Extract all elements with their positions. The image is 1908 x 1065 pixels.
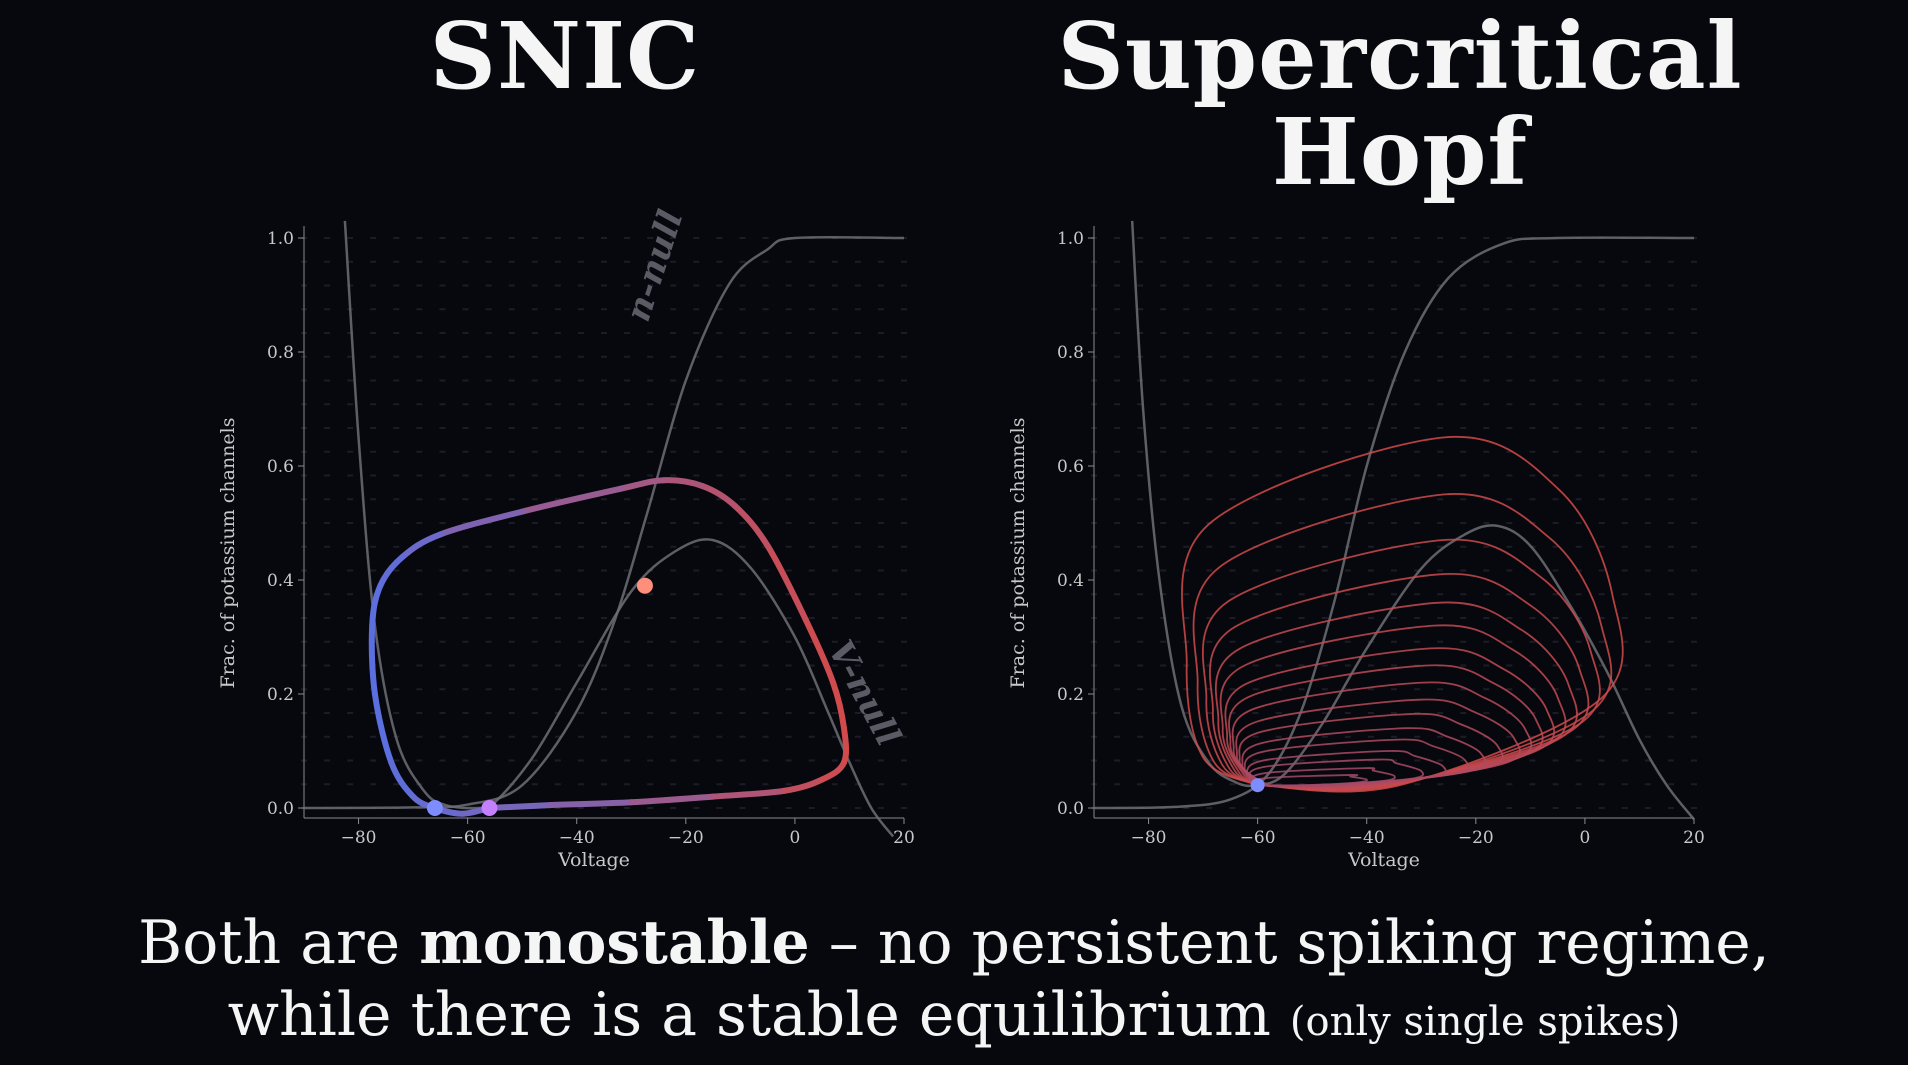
caption-single-spikes-note: (only single spikes): [1289, 999, 1681, 1045]
snic-cycle-segment: [802, 616, 837, 686]
title-hopf-line1: Supercritical: [1057, 2, 1743, 110]
caption-line-2: while there is a stable equilibrium (onl…: [0, 980, 1908, 1057]
snic-cycle-segment: [377, 554, 406, 589]
snic-cycle-segment: [628, 793, 717, 806]
snic-cycle-segment: [710, 787, 787, 800]
snic-cycle-segment: [371, 691, 395, 766]
snic-annotation: V-null: [820, 634, 909, 753]
caption-line-1-pre: Both are: [138, 908, 420, 978]
snic-ytick-label: 0.6: [267, 457, 294, 477]
snic-vector-field: [301, 237, 907, 809]
snic-cycle-segment: [388, 759, 417, 800]
snic-annotation: n-null: [618, 205, 691, 326]
snic-cycle-segment: [519, 485, 624, 515]
snic-cycle-segment: [819, 759, 847, 783]
snic-xtick-label: 20: [893, 828, 915, 848]
snic-n-nullcline: [303, 235, 905, 810]
snic-xtick-label: 0: [789, 828, 800, 848]
snic-saddle-point: [481, 800, 498, 816]
snic-ylabel: Frac. of potassium channels: [217, 417, 239, 688]
snic-cycle-segment: [699, 482, 738, 509]
snic-cycle-segment: [399, 531, 444, 561]
caption-line-1-post: – no persistent spiking regime,: [809, 908, 1770, 978]
title-snic: SNIC: [429, 2, 701, 110]
snic-cycle-segment: [486, 802, 553, 811]
snic-cycle-segment: [764, 542, 809, 623]
snic-xtick-label: −80: [341, 828, 377, 848]
snic-cycle-segment: [437, 508, 526, 538]
caption-line-2-main: while there is a stable equilibrium: [227, 980, 1290, 1050]
snic-cycle-segment: [661, 477, 706, 489]
snic-cycle-segment: [841, 725, 850, 766]
snic-cycle-segment: [369, 582, 384, 629]
snic-cycle-segment: [731, 502, 771, 549]
title-hopf-line2: Hopf: [1271, 98, 1529, 206]
snic-stable-point: [426, 800, 443, 816]
snic-xtick-label: −60: [450, 828, 486, 848]
snic-xtick-label: −40: [559, 828, 595, 848]
snic-cycle-segment: [546, 799, 635, 809]
snic-v-nullcline: [343, 220, 895, 838]
snic-ytick-label: 0.2: [267, 685, 294, 705]
snic-cycle-segment: [617, 477, 667, 492]
snic-ytick-label: 1.0: [267, 229, 294, 249]
snic-limit-cycle: [368, 477, 850, 817]
snic-xtick-label: −20: [668, 828, 704, 848]
snic-ytick-label: 0.4: [267, 571, 294, 591]
caption-line-1: Both are monostable – no persistent spik…: [0, 908, 1908, 978]
snic-cycle-segment: [830, 679, 847, 732]
snic-ytick-label: 0.8: [267, 343, 294, 363]
snic-unstable-point: [636, 577, 653, 594]
snic-xlabel: Voltage: [557, 849, 630, 871]
title-hopf: Supercritical Hopf: [1000, 8, 1800, 200]
snic-cycle-segment: [368, 622, 378, 697]
caption-monostable: monostable: [419, 908, 810, 978]
snic-ytick-label: 0.0: [267, 799, 294, 819]
